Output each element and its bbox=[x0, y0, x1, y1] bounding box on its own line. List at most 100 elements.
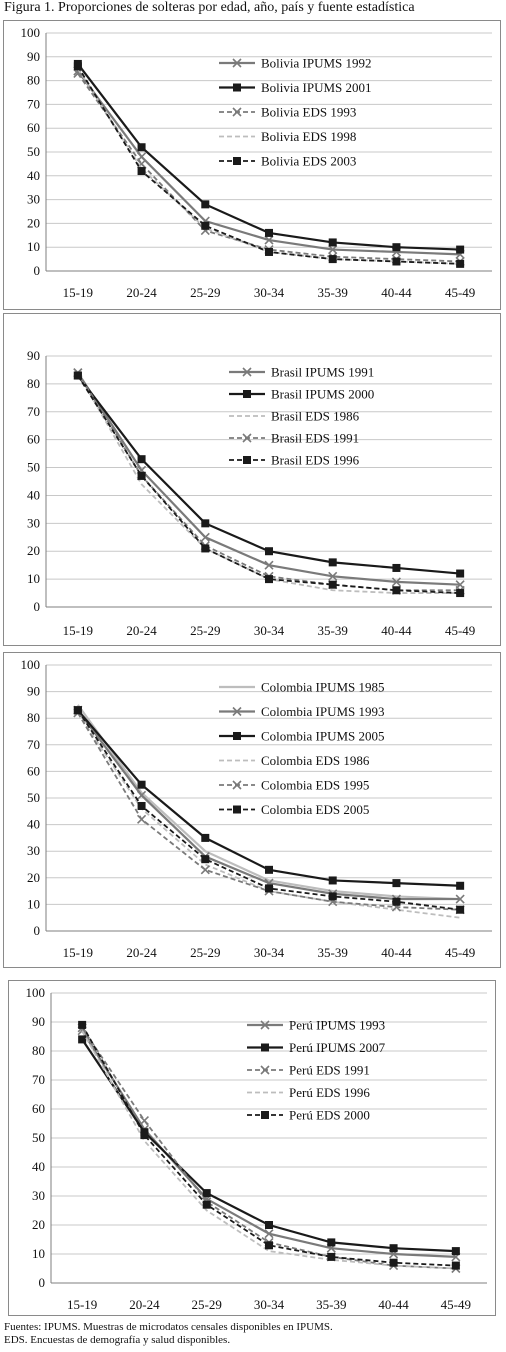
y-tick-label: 70 bbox=[27, 96, 40, 111]
series-brasil-eds-1996 bbox=[73, 371, 465, 598]
data-point bbox=[137, 814, 147, 824]
data-point bbox=[265, 247, 273, 256]
data-point bbox=[389, 1244, 398, 1253]
x-tick-label: 25-29 bbox=[190, 623, 220, 638]
legend-marker bbox=[243, 456, 251, 464]
legend-entry: Colombia EDS 1986 bbox=[219, 753, 370, 768]
series-line bbox=[81, 1027, 456, 1270]
series-line bbox=[81, 1024, 456, 1267]
legend-label: Bolivia IPUMS 1992 bbox=[261, 56, 372, 71]
data-point bbox=[456, 881, 465, 890]
data-point bbox=[328, 558, 337, 567]
chart-colombia: 0 10 20 30 40 50 60 70 80 90 100 15-19 20-24 25-29 30-… bbox=[21, 657, 492, 960]
legend-marker bbox=[261, 1043, 269, 1052]
legend-label: Perú EDS 1996 bbox=[289, 1085, 370, 1100]
y-tick-label: 30 bbox=[27, 515, 40, 530]
data-point bbox=[265, 884, 273, 893]
legend-marker bbox=[233, 805, 241, 814]
x-tick-label: 25-29 bbox=[190, 945, 220, 960]
data-point bbox=[137, 167, 146, 176]
legend-label: Colombia IPUMS 1993 bbox=[261, 704, 385, 719]
legend-marker bbox=[261, 1111, 269, 1119]
data-point bbox=[456, 589, 465, 598]
chart-bolivia: 0 10 20 30 40 50 60 70 80 90 100 15-19 20-24 25-29 30-… bbox=[21, 25, 492, 300]
legend-marker bbox=[233, 83, 241, 92]
data-point bbox=[201, 833, 210, 842]
data-point bbox=[137, 455, 146, 464]
series-line bbox=[77, 375, 461, 594]
data-point bbox=[201, 200, 210, 209]
legend-label: Colombia EDS 1995 bbox=[261, 778, 369, 793]
legend-marker bbox=[232, 107, 242, 117]
y-tick-label: 10 bbox=[32, 1246, 45, 1261]
y-tick-label: 0 bbox=[39, 1275, 46, 1290]
x-tick-label: 35-39 bbox=[318, 285, 348, 300]
x-tick-label: 15-19 bbox=[63, 623, 93, 638]
data-point bbox=[265, 1221, 273, 1229]
y-tick-label: 50 bbox=[27, 460, 40, 475]
legend-label: Brasil IPUMS 2000 bbox=[271, 387, 374, 402]
series-brasil-eds-1991 bbox=[73, 368, 465, 595]
series-peru-ipums-2007 bbox=[78, 1035, 460, 1256]
data-point bbox=[392, 879, 401, 888]
y-tick-label: 90 bbox=[27, 348, 40, 363]
legend-marker bbox=[232, 780, 242, 790]
legend-entry: Colombia EDS 2005 bbox=[219, 802, 369, 817]
legend-label: Brasil EDS 1986 bbox=[271, 409, 360, 424]
y-tick-label: 40 bbox=[27, 168, 40, 183]
y-tick-label: 90 bbox=[32, 1014, 45, 1029]
legend-marker bbox=[243, 390, 251, 398]
y-tick-label: 60 bbox=[27, 120, 40, 135]
chart-panel-peru: 0 10 20 30 40 50 60 70 80 90 100 15-19 20-24 25-29 30-… bbox=[8, 980, 496, 1316]
legend-entry: Perú IPUMS 2007 bbox=[247, 1040, 386, 1055]
series-brasil-ipums-2000 bbox=[73, 371, 465, 578]
y-tick-label: 30 bbox=[27, 843, 40, 858]
series-bolivia-ipums-1992 bbox=[73, 66, 465, 259]
data-point bbox=[201, 221, 210, 230]
legend-entry: Brasil IPUMS 1991 bbox=[229, 365, 374, 380]
y-tick-label: 80 bbox=[32, 1043, 45, 1058]
y-tick-label: 80 bbox=[27, 73, 40, 88]
data-point bbox=[137, 790, 147, 800]
legend-marker bbox=[260, 1065, 270, 1075]
legend-label: Brasil IPUMS 1991 bbox=[271, 365, 374, 380]
data-point bbox=[201, 519, 210, 528]
y-tick-label: 20 bbox=[27, 870, 40, 885]
gridlines bbox=[46, 664, 492, 905]
data-point bbox=[328, 580, 337, 589]
series-line bbox=[77, 372, 461, 594]
data-point bbox=[328, 876, 337, 885]
data-point bbox=[73, 371, 82, 380]
legend-label: Perú EDS 2000 bbox=[289, 1108, 370, 1123]
legend-marker bbox=[233, 732, 241, 740]
legend-label: Bolivia IPUMS 2001 bbox=[261, 80, 372, 95]
data-point bbox=[78, 1035, 87, 1044]
data-point bbox=[202, 1200, 211, 1209]
chart-brasil: 0 10 20 30 40 50 60 70 80 90 15-19 20-24 25-29 30-34 3… bbox=[27, 348, 492, 638]
chart-peru: 0 10 20 30 40 50 60 70 80 90 100 15-19 20-24 25-29 30-… bbox=[26, 985, 487, 1312]
chart-panel-brasil: 0 10 20 30 40 50 60 70 80 90 15-19 20-24 25-29 30-34 3… bbox=[3, 313, 501, 646]
data-point bbox=[327, 1252, 336, 1261]
series-peru-eds-2000 bbox=[78, 1020, 460, 1270]
y-tick-label: 10 bbox=[27, 239, 40, 254]
y-tick-label: 10 bbox=[27, 896, 40, 911]
gridlines bbox=[51, 992, 487, 1255]
footnote: Fuentes: IPUMS. Muestras de microdatos c… bbox=[4, 1321, 333, 1347]
y-tick-label: 20 bbox=[27, 543, 40, 558]
series-brasil-ipums-1991 bbox=[73, 368, 465, 590]
legend-entry: Perú EDS 2000 bbox=[247, 1108, 370, 1123]
data-point bbox=[392, 563, 401, 572]
legend-entry: Bolivia IPUMS 1992 bbox=[219, 56, 372, 71]
x-tick-label: 20-24 bbox=[126, 945, 157, 960]
data-point bbox=[140, 1131, 149, 1140]
legend-label: Brasil EDS 1991 bbox=[271, 431, 359, 446]
x-tick-label: 40-44 bbox=[381, 285, 412, 300]
legend-label: Colombia EDS 1986 bbox=[261, 753, 370, 768]
data-point bbox=[265, 1241, 273, 1250]
legend-entry: Brasil EDS 1996 bbox=[229, 453, 360, 468]
y-tick-label: 70 bbox=[32, 1072, 45, 1087]
legend-label: Colombia IPUMS 2005 bbox=[261, 729, 385, 744]
footnote-line-2: EDS. Encuestas de demografía y salud dis… bbox=[4, 1334, 231, 1346]
data-point bbox=[328, 238, 337, 247]
x-tick-label: 30-34 bbox=[254, 623, 285, 638]
